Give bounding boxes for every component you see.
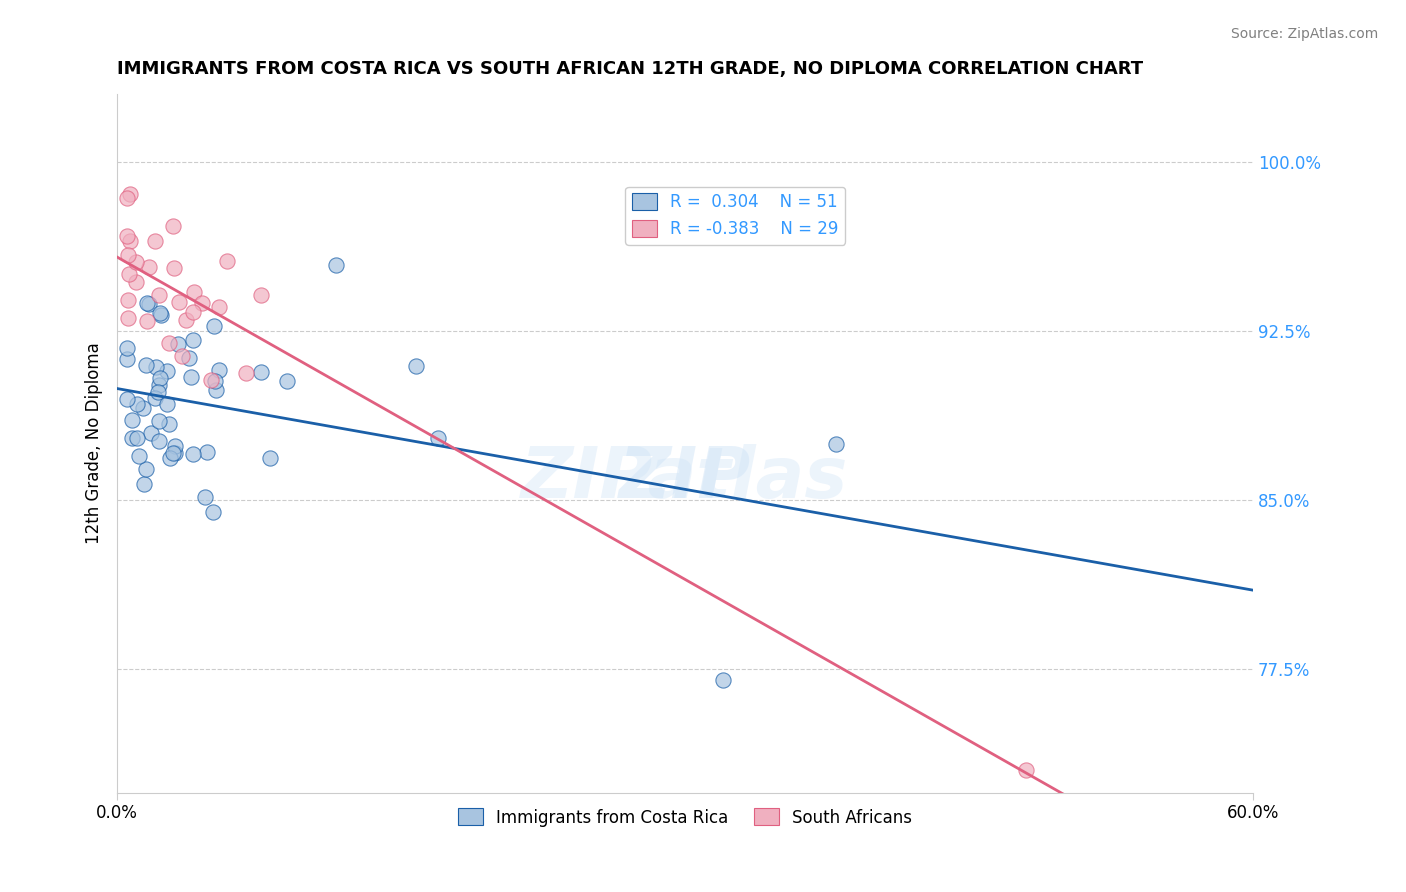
Point — [141, 426, 163, 441]
Legend: Immigrants from Costa Rica, South Africans: Immigrants from Costa Rica, South Africa… — [451, 802, 918, 833]
Text: Source: ZipAtlas.com: Source: ZipAtlas.com — [1230, 27, 1378, 41]
Point — [118, 267, 141, 281]
Point — [157, 417, 180, 431]
Point — [174, 313, 197, 327]
Point — [125, 431, 148, 445]
Point — [197, 445, 219, 459]
Point — [250, 287, 273, 301]
Point — [117, 311, 139, 326]
Text: ZIP: ZIP — [619, 444, 751, 513]
Point — [145, 360, 167, 375]
Point — [207, 300, 229, 314]
Point — [1015, 763, 1038, 777]
Point — [138, 260, 160, 274]
Point — [207, 363, 229, 377]
Point — [167, 337, 190, 351]
Point — [121, 413, 143, 427]
Point — [325, 258, 347, 272]
Point — [183, 285, 205, 299]
Point — [276, 374, 298, 388]
Point — [115, 191, 138, 205]
Point — [156, 364, 179, 378]
Point — [148, 377, 170, 392]
Point — [125, 397, 148, 411]
Point — [177, 351, 200, 365]
Point — [156, 397, 179, 411]
Point — [249, 365, 271, 379]
Point — [135, 314, 157, 328]
Point — [115, 228, 138, 243]
Point — [202, 319, 225, 334]
Point — [135, 296, 157, 310]
Point — [215, 253, 238, 268]
Point — [427, 432, 450, 446]
Point — [157, 336, 180, 351]
Point — [200, 373, 222, 387]
Point — [163, 446, 186, 460]
Point — [162, 219, 184, 233]
Point — [132, 476, 155, 491]
Point — [202, 505, 225, 519]
Point — [124, 255, 146, 269]
Point — [825, 436, 848, 450]
Text: ZIPatlas: ZIPatlas — [522, 444, 849, 513]
Point — [115, 352, 138, 367]
Point — [148, 434, 170, 448]
Point — [172, 349, 194, 363]
Point — [149, 309, 172, 323]
Point — [115, 392, 138, 407]
Point — [163, 261, 186, 276]
Point — [194, 490, 217, 504]
Point — [149, 306, 172, 320]
Point — [131, 401, 153, 415]
Point — [148, 414, 170, 428]
Point — [162, 446, 184, 460]
Point — [120, 187, 142, 202]
Point — [121, 431, 143, 445]
Point — [235, 366, 257, 380]
Point — [120, 234, 142, 248]
Point — [148, 288, 170, 302]
Point — [117, 248, 139, 262]
Point — [159, 450, 181, 465]
Point — [128, 449, 150, 463]
Point — [138, 297, 160, 311]
Text: IMMIGRANTS FROM COSTA RICA VS SOUTH AFRICAN 12TH GRADE, NO DIPLOMA CORRELATION C: IMMIGRANTS FROM COSTA RICA VS SOUTH AFRI… — [117, 60, 1143, 78]
Point — [125, 275, 148, 289]
Point — [115, 341, 138, 355]
Point — [117, 293, 139, 307]
Point — [183, 447, 205, 461]
Point — [711, 673, 734, 687]
Point — [163, 439, 186, 453]
Point — [167, 295, 190, 310]
Point — [259, 451, 281, 466]
Point — [135, 462, 157, 476]
Point — [204, 374, 226, 388]
Point — [181, 304, 204, 318]
Point — [405, 359, 427, 373]
Point — [146, 384, 169, 399]
Point — [181, 333, 204, 347]
Point — [143, 391, 166, 405]
Y-axis label: 12th Grade, No Diploma: 12th Grade, No Diploma — [86, 343, 103, 544]
Point — [143, 235, 166, 249]
Point — [135, 358, 157, 372]
Point — [180, 370, 202, 384]
Point — [149, 371, 172, 385]
Point — [191, 296, 214, 310]
Point — [205, 383, 228, 397]
